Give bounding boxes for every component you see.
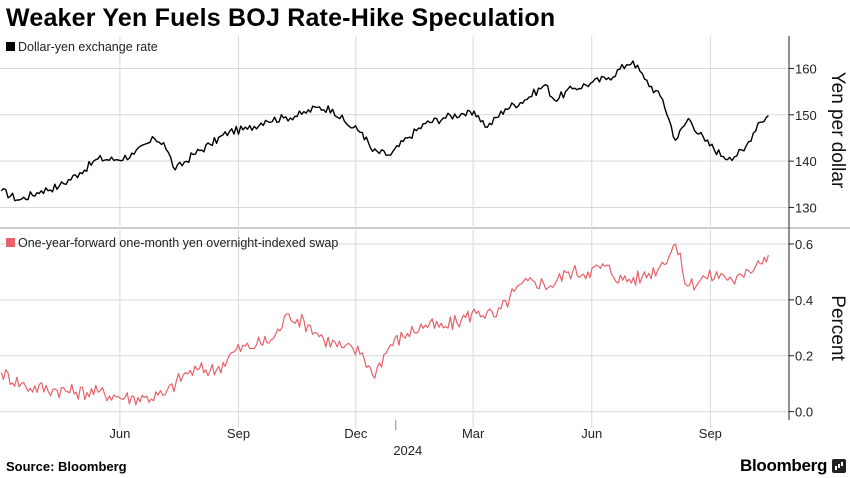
y-tick-label: 0.4 [795, 293, 813, 308]
y-tick-label: 0.2 [795, 349, 813, 364]
bottom-panel-grid: 0.0 0.2 0.4 0.6 [0, 237, 813, 420]
legend-bottom: One-year-forward one-month yen overnight… [6, 236, 338, 250]
chart-icon [832, 459, 846, 473]
x-year-label: 2024 [393, 443, 422, 458]
y-tick-label: 160 [795, 61, 817, 76]
x-tick-label: Sep [699, 426, 722, 441]
y-tick-label: 140 [795, 154, 817, 169]
x-tick-label: Mar [462, 426, 485, 441]
legend-top: Dollar-yen exchange rate [6, 40, 158, 54]
x-tick-label: Jun [581, 426, 602, 441]
chart-title: Weaker Yen Fuels BOJ Rate-Hike Speculati… [6, 4, 556, 32]
y-tick-label: 150 [795, 108, 817, 123]
x-tick-label: Jun [109, 426, 130, 441]
y-axis-title-bottom: Percent [827, 295, 848, 361]
brand-logo: Bloomberg [740, 456, 828, 475]
y-tick-label: 0.0 [795, 405, 813, 420]
x-tick-label: Sep [227, 426, 250, 441]
axes [0, 36, 850, 420]
y-tick-label: 130 [795, 200, 817, 215]
y-tick-label: 0.6 [795, 237, 813, 252]
legend-label-top: Dollar-yen exchange rate [18, 40, 158, 54]
series-line-ois [0, 243, 769, 406]
source-note: Source: Bloomberg [6, 459, 127, 474]
series-line-usdjpy [0, 60, 769, 202]
top-panel-grid: 130 140 150 160 [0, 61, 817, 215]
legend-swatch-top [6, 42, 15, 51]
legend-label-bottom: One-year-forward one-month yen overnight… [18, 236, 338, 250]
x-tick-label: Dec [344, 426, 368, 441]
series-lines [0, 60, 769, 406]
y-axis-title-top: Yen per dollar [827, 72, 848, 189]
x-axis-ticks: JunSepDecMarJunSep20232024 [109, 36, 722, 458]
legend-swatch-bottom [6, 238, 15, 247]
